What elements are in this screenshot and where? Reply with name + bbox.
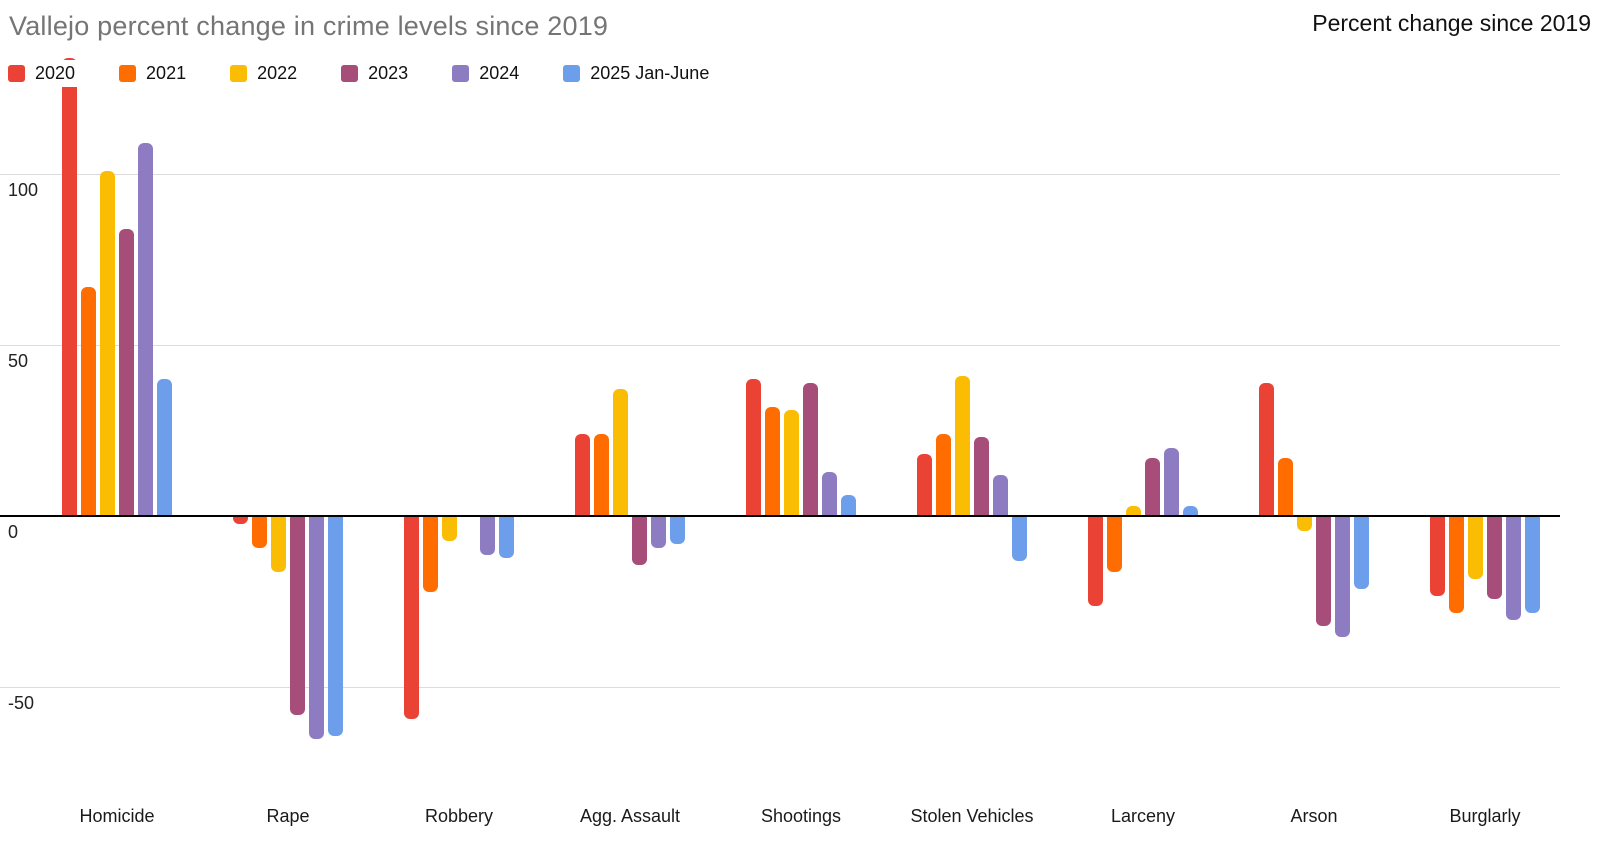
legend-swatch-2023-icon <box>341 65 359 82</box>
category-label-arson: Arson <box>1290 806 1338 826</box>
legend-label-2023: 2023 <box>368 63 409 83</box>
bar-2021-stolen-vehicles[interactable] <box>936 434 951 516</box>
bar-2021-larceny[interactable] <box>1107 517 1122 572</box>
chart-title: Vallejo percent change in crime levels s… <box>9 11 609 41</box>
bar-2023-homicide[interactable] <box>119 229 134 516</box>
y-tick-label--50: -50 <box>8 693 35 713</box>
legend-label-2025-jan-june: 2025 Jan-June <box>590 63 710 83</box>
bar-2021-agg-assault[interactable] <box>594 434 609 516</box>
bar-2022-stolen-vehicles[interactable] <box>955 376 970 516</box>
bar-2022-arson[interactable] <box>1297 517 1312 531</box>
bar-2024-arson[interactable] <box>1335 517 1350 637</box>
legend-label-2021: 2021 <box>146 63 187 83</box>
category-label-stolen-vehicles: Stolen Vehicles <box>910 806 1034 826</box>
legend-item-2024[interactable]: 2024 <box>452 60 526 87</box>
legend-label-2022: 2022 <box>257 63 298 83</box>
legend-item-2020[interactable]: 2020 <box>8 60 82 87</box>
bar-2025-jan-june-rape[interactable] <box>328 517 343 736</box>
gridline-50 <box>0 345 1560 346</box>
bar-2022-shootings[interactable] <box>784 410 799 516</box>
bar-2023-arson[interactable] <box>1316 517 1331 626</box>
category-label-larceny: Larceny <box>1110 806 1176 826</box>
legend-label-2024: 2024 <box>479 63 520 83</box>
bar-2021-burglarly[interactable] <box>1449 517 1464 613</box>
legend-item-2022[interactable]: 2022 <box>230 60 304 87</box>
bar-2024-larceny[interactable] <box>1164 448 1179 516</box>
legend-item-2025-jan-june[interactable]: 2025 Jan-June <box>563 60 716 87</box>
bar-2025-jan-june-agg-assault[interactable] <box>670 517 685 544</box>
bar-2020-rape[interactable] <box>233 517 248 524</box>
legend-swatch-2020-icon <box>8 65 25 82</box>
legend-item-2021[interactable]: 2021 <box>119 60 193 87</box>
right-axis-annotation: Percent change since 2019 <box>1312 10 1591 36</box>
legend-label-2020: 2020 <box>35 63 76 83</box>
bar-2024-shootings[interactable] <box>822 472 837 516</box>
bar-2021-arson[interactable] <box>1278 458 1293 516</box>
legend-item-2023[interactable]: 2023 <box>341 60 415 87</box>
bar-2023-shootings[interactable] <box>803 383 818 516</box>
bar-2021-shootings[interactable] <box>765 407 780 516</box>
bar-2023-burglarly[interactable] <box>1487 517 1502 599</box>
bar-2024-stolen-vehicles[interactable] <box>993 475 1008 516</box>
category-label-homicide: Homicide <box>79 806 155 826</box>
y-tick-label-50: 50 <box>8 351 29 371</box>
bar-2025-jan-june-stolen-vehicles[interactable] <box>1012 517 1027 561</box>
category-label-shootings: Shootings <box>760 806 842 826</box>
bar-2024-burglarly[interactable] <box>1506 517 1521 620</box>
bar-2025-jan-june-homicide[interactable] <box>157 379 172 516</box>
bar-2020-robbery[interactable] <box>404 517 419 719</box>
legend-swatch-2021-icon <box>119 65 137 82</box>
bar-2020-homicide[interactable] <box>62 58 77 516</box>
gridline--50 <box>0 687 1560 688</box>
zero-axis-line <box>0 515 1560 517</box>
bar-2021-homicide[interactable] <box>81 287 96 516</box>
bar-2022-robbery[interactable] <box>442 517 457 541</box>
bar-2022-larceny[interactable] <box>1126 506 1141 516</box>
bar-2025-jan-june-burglarly[interactable] <box>1525 517 1540 613</box>
bar-2023-stolen-vehicles[interactable] <box>974 437 989 516</box>
bar-2024-agg-assault[interactable] <box>651 517 666 548</box>
y-tick-label-0: 0 <box>8 522 19 542</box>
bar-2022-rape[interactable] <box>271 517 286 572</box>
bar-2020-larceny[interactable] <box>1088 517 1103 606</box>
bar-2025-jan-june-shootings[interactable] <box>841 495 856 516</box>
bar-2022-burglarly[interactable] <box>1468 517 1483 579</box>
category-label-burglarly: Burglarly <box>1449 806 1521 826</box>
bar-2021-robbery[interactable] <box>423 517 438 592</box>
bar-2024-robbery[interactable] <box>480 517 495 555</box>
bar-2025-jan-june-robbery[interactable] <box>499 517 514 558</box>
category-label-robbery: Robbery <box>424 806 494 826</box>
category-label-agg-assault: Agg. Assault <box>579 806 681 826</box>
legend-swatch-2022-icon <box>230 65 248 82</box>
bar-2022-homicide[interactable] <box>100 171 115 516</box>
bar-2020-shootings[interactable] <box>746 379 761 516</box>
bar-2023-larceny[interactable] <box>1145 458 1160 516</box>
bar-2020-burglarly[interactable] <box>1430 517 1445 596</box>
bar-2023-agg-assault[interactable] <box>632 517 647 565</box>
bar-2022-agg-assault[interactable] <box>613 389 628 516</box>
bar-2020-arson[interactable] <box>1259 383 1274 516</box>
y-tick-label-100: 100 <box>8 180 39 200</box>
bar-2025-jan-june-arson[interactable] <box>1354 517 1369 589</box>
legend-swatch-2024-icon <box>452 65 470 82</box>
bar-2021-rape[interactable] <box>252 517 267 548</box>
category-label-rape: Rape <box>266 806 310 826</box>
bar-2020-stolen-vehicles[interactable] <box>917 454 932 516</box>
bar-2024-homicide[interactable] <box>138 143 153 516</box>
bar-2024-rape[interactable] <box>309 517 324 739</box>
legend-swatch-2025-jan-june-icon <box>563 65 581 82</box>
bar-2023-rape[interactable] <box>290 517 305 715</box>
bar-2025-jan-june-larceny[interactable] <box>1183 506 1198 516</box>
legend: 2020 2021 2022 2023 2024 2025 Jan-June <box>8 60 716 87</box>
bar-2020-agg-assault[interactable] <box>575 434 590 516</box>
gridline-100 <box>0 174 1560 175</box>
